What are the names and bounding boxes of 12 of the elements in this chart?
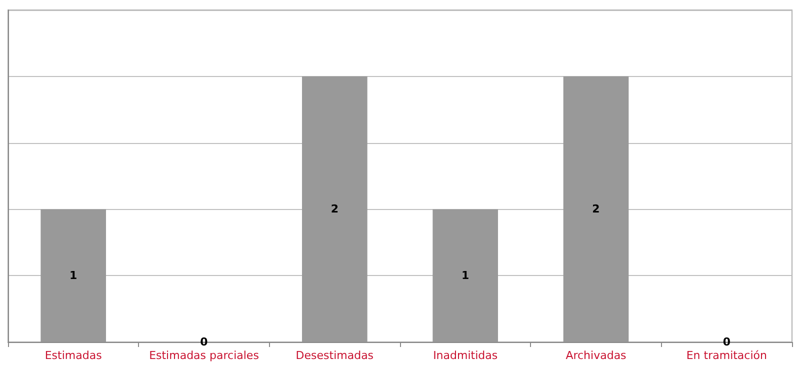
data-label: 0 [722,336,731,348]
data-label: 2 [330,202,338,216]
x-tick-label: Estimadas [44,349,102,362]
x-tick-label: Inadmitidas [433,349,498,362]
data-label: 2 [592,202,600,216]
x-tick-label: Estimadas parciales [149,349,260,362]
x-tick-label: Archivadas [566,349,627,362]
data-label: 1 [70,269,78,282]
x-tick-label: En tramitación [686,349,767,362]
data-label: 0 [200,336,208,348]
data-label: 1 [462,269,470,282]
x-tick-label: Desestimadas [296,349,374,362]
